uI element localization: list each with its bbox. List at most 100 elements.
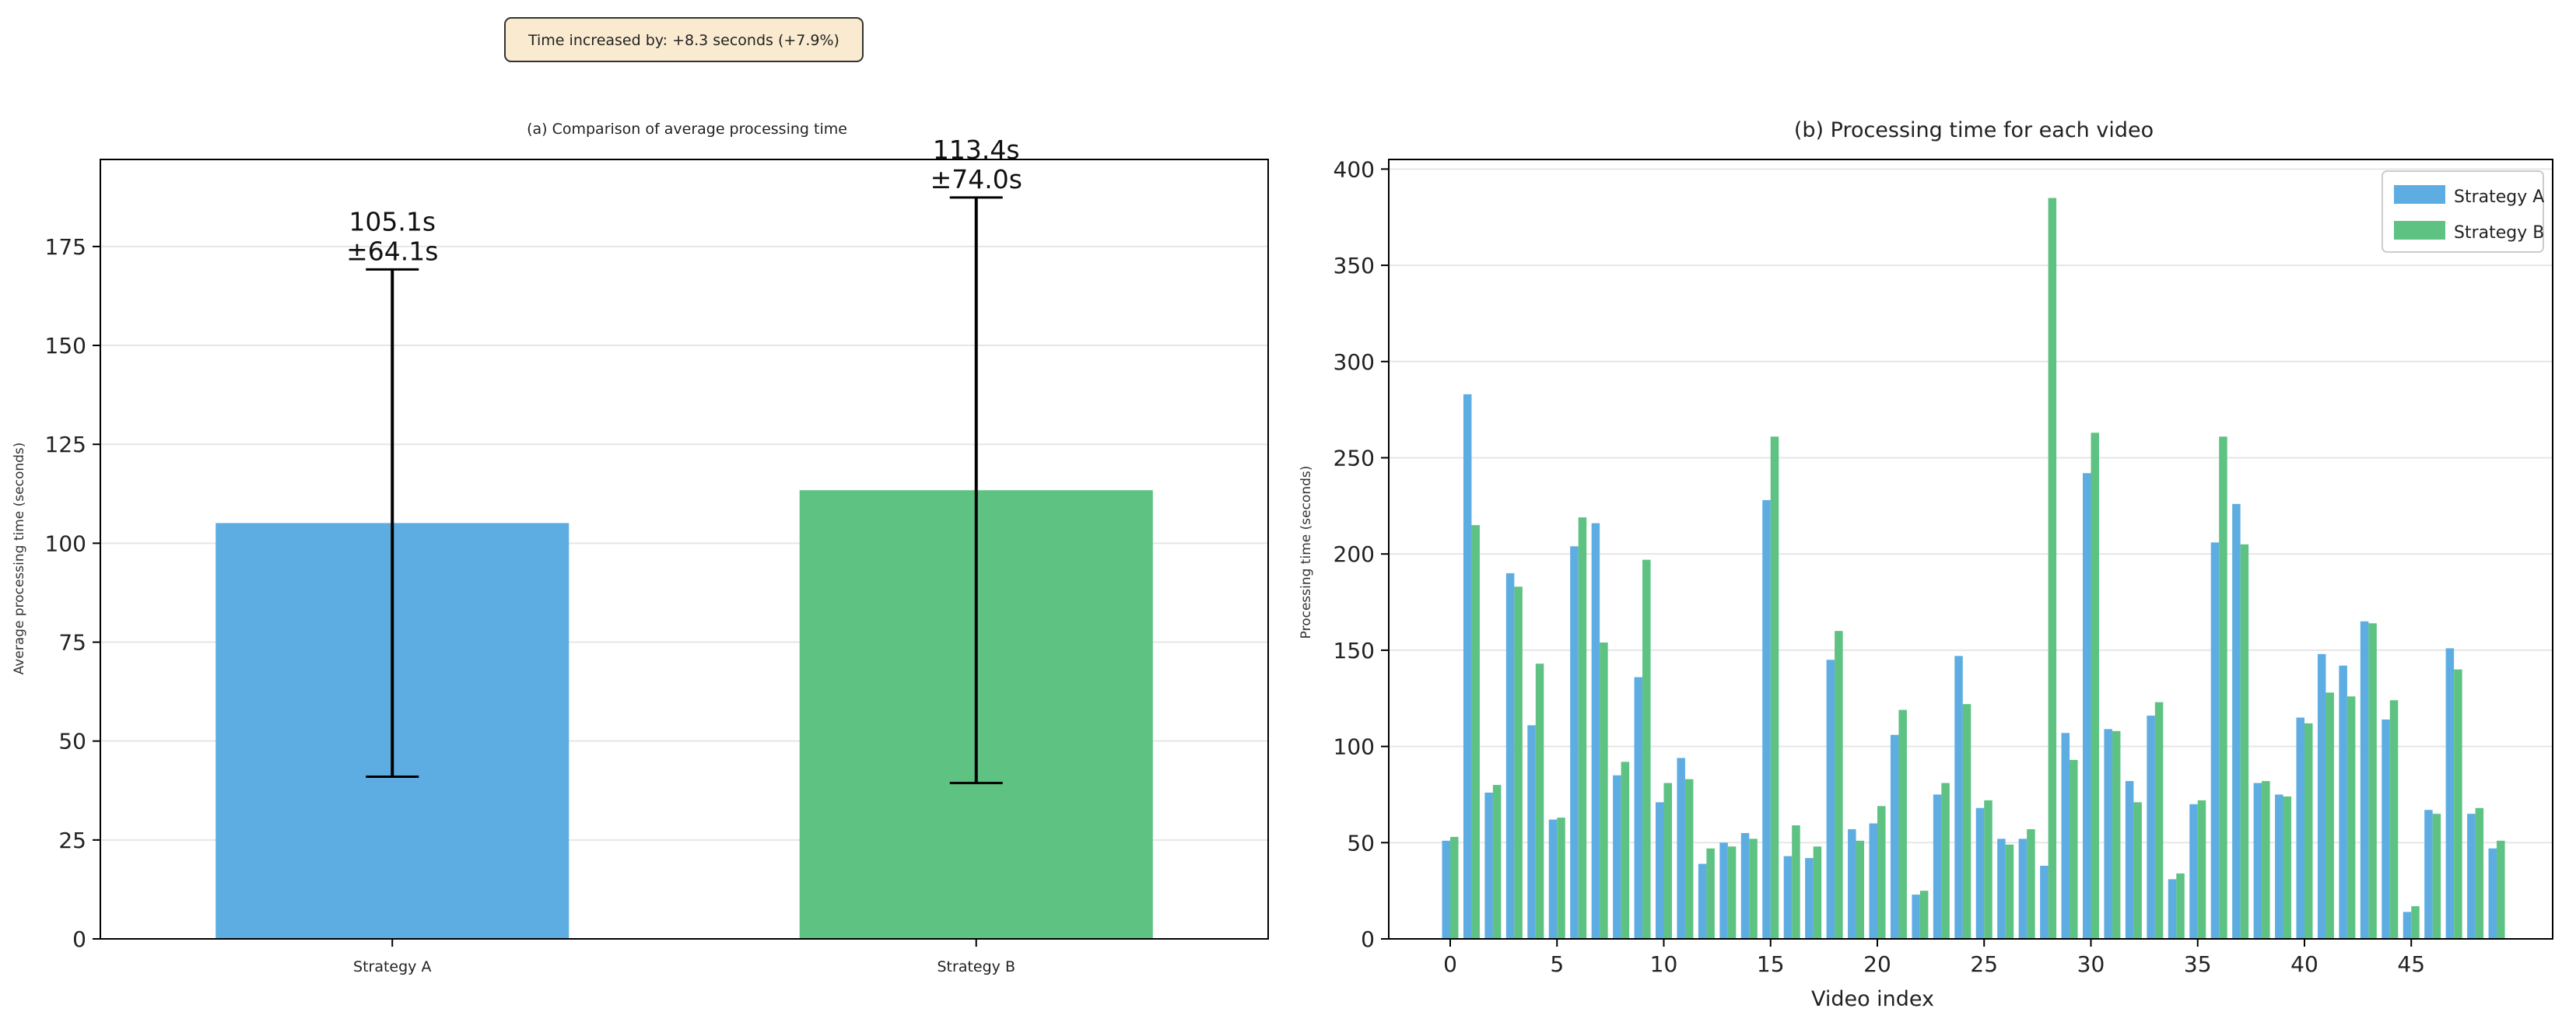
panel-b-bar-strategy-a [1762,499,1771,939]
panel-b-bar-strategy-b [2389,700,2399,939]
panel-b-bar-strategy-b [2070,759,2078,939]
panel-b-bar-strategy-b [1450,836,1459,939]
panel-b-y-tick-label: 300 [1334,349,1375,375]
panel-b-y-axis-label: Processing time (seconds) [1299,466,1314,639]
panel-b-bar-strategy-b [2048,198,2057,940]
panel-b-bar-strategy-a [2317,653,2326,939]
panel-b-y-tick-label: 100 [1334,734,1375,760]
panel-b-y-tick-label: 50 [1347,830,1375,856]
panel-b-x-tick-label: 10 [1650,951,1678,977]
panel-a-value-label-std: ±64.1s [346,236,438,266]
panel-b-bar-strategy-a [1997,839,2006,939]
panel-b-bar-strategy-a [1698,863,1707,939]
panel-b-y-tick-label: 250 [1334,445,1375,471]
panel-b-x-tick-label: 15 [1757,951,1785,977]
panel-b-bar-strategy-b [1471,525,1480,939]
panel-a-x-tick-label: Strategy A [353,958,431,975]
panel-b-bar-strategy-b [2454,669,2462,939]
panel-b-x-tick-label: 25 [1970,951,1998,977]
panel-b-bar-strategy-b [1557,818,1565,939]
panel-b-bar-strategy-a [1591,523,1600,939]
panel-b-bar-strategy-b [1962,704,1971,939]
panel-b-y-tick-label: 0 [1361,926,1375,952]
panel-a-y-tick-label: 150 [45,333,86,359]
panel-b-x-tick-label: 20 [1863,951,1891,977]
panel-b-bar-strategy-a [1634,677,1643,939]
panel-b-bar-strategy-b [1642,559,1651,939]
panel-b-bar-strategy-b [2197,800,2206,939]
panel-b-bar-strategy-a [1570,546,1579,939]
panel-a-y-tick-label: 50 [58,729,86,755]
panel-a-y-tick-label: 75 [58,630,86,656]
panel-b-per-video-chart: (b) Processing time for each video Proce… [1299,118,2553,1011]
panel-b-bar-strategy-b [2112,730,2121,939]
panel-b-bar-strategy-b [2411,905,2420,939]
panel-b-bar-strategy-b [1813,846,1822,939]
panel-a-x-ticks: Strategy A Strategy B [353,939,1015,975]
panel-b-bar-strategy-b [1535,664,1544,939]
panel-a-value-label-std: ±74.0s [931,164,1022,194]
panel-b-bar-strategy-b [2091,432,2099,939]
panel-b-bar-strategy-b [2325,692,2334,939]
panel-b-bar-strategy-a [2360,621,2369,939]
panel-a-y-tick-label: 25 [58,828,86,853]
panel-b-bar-strategy-b [1663,783,1672,939]
panel-b-bar-strategy-b [1621,762,1630,939]
legend-swatch-strategy-a [2394,185,2445,204]
panel-b-bar-strategy-a [1783,856,1793,939]
panel-b-bar-strategy-a [2125,781,2134,939]
panel-b-y-tick-label: 200 [1334,541,1375,567]
panel-b-bar-strategy-b [2283,796,2292,939]
panel-b-bar-strategy-a [1719,842,1728,939]
panel-b-bar-strategy-b [1835,631,1843,939]
panel-b-bar-strategy-a [1527,725,1536,939]
panel-b-y-tick-label: 350 [1334,253,1375,278]
legend-label-strategy-b: Strategy B [2454,223,2544,243]
panel-b-bar-strategy-b [1770,436,1779,939]
panel-a-title: (a) Comparison of average processing tim… [527,121,847,138]
panel-b-bar-strategy-a [2339,665,2347,939]
panel-b-bar-strategy-a [1848,828,1856,939]
panel-b-bar-strategy-b [2027,828,2035,939]
panel-b-bar-strategy-b [2432,814,2441,939]
panel-b-bar-strategy-a [1463,394,1472,939]
panel-b-bar-strategy-b [1877,806,1886,939]
panel-b-bar-strategy-b [2154,702,2164,939]
panel-a-axes-frame [100,159,1269,940]
panel-b-bar-strategy-b [2262,781,2270,939]
panel-b-bar-strategy-a [2018,839,2028,939]
panel-b-bar-strategy-a [2253,783,2262,939]
panel-b-bar-strategy-b [2133,802,2142,939]
panel-b-legend: Strategy A Strategy B [2381,170,2544,253]
panel-b-bar-strategy-b [1578,517,1587,939]
panel-b-bar-strategy-b [2219,436,2227,939]
panel-b-y-tick-label: 150 [1334,638,1375,664]
panel-b-bar-strategy-a [2424,810,2433,939]
panel-b-bar-strategy-b [2304,723,2313,939]
panel-b-bar-strategy-a [2147,716,2155,939]
panel-b-title: (b) Processing time for each video [1794,118,2154,142]
panel-b-x-tick-label: 45 [2397,951,2425,977]
panel-b-bar-strategy-a [2296,717,2304,939]
panel-b-bar-strategy-b [1492,785,1502,939]
panel-b-bar-strategy-a [2488,848,2497,939]
panel-b-bar-strategy-a [2189,804,2198,939]
panel-b-bar-strategy-b [1898,709,1907,939]
panel-a-error-bars [366,196,1003,785]
panel-b-bar-strategy-a [2445,648,2455,939]
panel-b-bar-strategy-a [2467,814,2476,939]
panel-b-bar-strategy-b [1514,587,1523,939]
panel-b-y-tick-label: 400 [1334,156,1375,182]
panel-b-bar-strategy-a [2232,503,2241,939]
panel-b-bar-strategy-a [2381,719,2390,939]
panel-b-bar-strategy-b [1941,783,1950,939]
annotation-text: Time increased by: +8.3 seconds (+7.9%) [527,32,839,49]
panel-b-bar-strategy-b [1706,848,1715,939]
panel-b-bar-strategy-a [1954,656,1963,939]
panel-b-bar-strategy-b [2497,840,2505,939]
panel-a-y-tick-label: 175 [45,234,86,260]
panel-b-x-tick-label: 40 [2290,951,2318,977]
legend-label-strategy-a: Strategy A [2454,187,2544,207]
panel-a-y-axis-label: Average processing time (seconds) [12,443,27,675]
